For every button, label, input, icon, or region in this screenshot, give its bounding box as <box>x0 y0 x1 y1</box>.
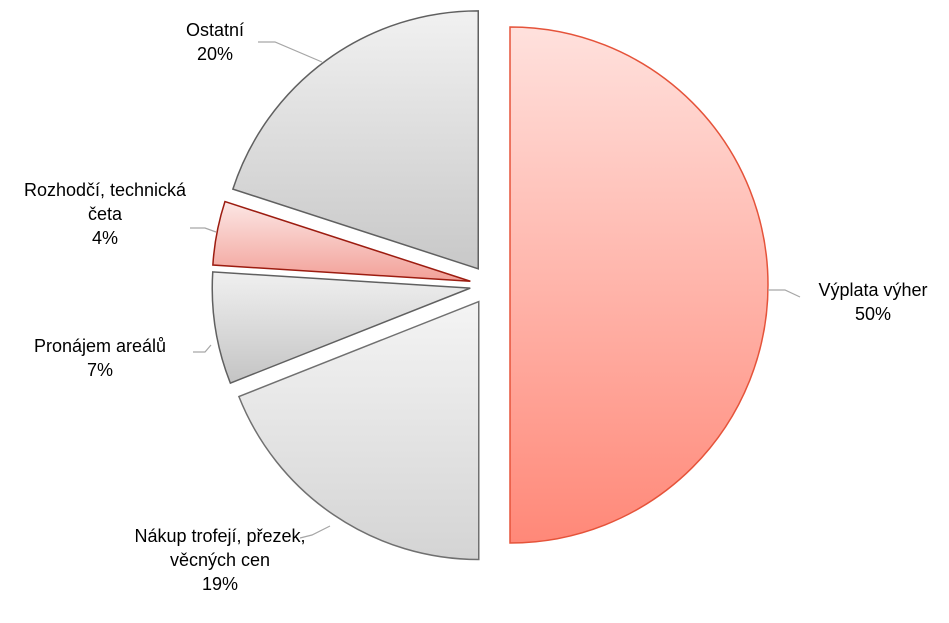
value-label: 50% <box>854 304 892 324</box>
pie-slice <box>237 300 480 561</box>
data-label: Nákup trofejí, přezek, věcných cen 19% <box>130 524 310 596</box>
category-label: Výplata výher <box>818 280 928 300</box>
data-label: Pronájem areálů 7% <box>34 334 166 382</box>
data-label: Rozhodčí, technická četa 4% <box>23 178 188 250</box>
data-label: Výplata výher 50% <box>818 278 927 326</box>
leader-line <box>768 289 801 298</box>
leader-line <box>299 525 331 539</box>
value-label: 19% <box>201 574 239 594</box>
pie-slice <box>231 10 479 270</box>
value-label: 20% <box>196 44 234 64</box>
category-label: Nákup trofejí, přezek, věcných cen <box>134 526 306 570</box>
pie-slice <box>509 26 769 544</box>
data-label: Ostatní 20% <box>186 18 244 66</box>
leader-line <box>190 227 217 233</box>
category-label: Pronájem areálů <box>33 336 167 356</box>
value-label: 7% <box>86 360 114 380</box>
pie-slice <box>212 200 471 283</box>
value-label: 4% <box>91 228 118 248</box>
category-label: Ostatní <box>185 20 245 40</box>
pie-slice <box>211 271 471 385</box>
leader-line <box>193 344 212 353</box>
category-label: Rozhodčí, technická četa <box>23 180 187 224</box>
leader-line <box>258 41 323 63</box>
